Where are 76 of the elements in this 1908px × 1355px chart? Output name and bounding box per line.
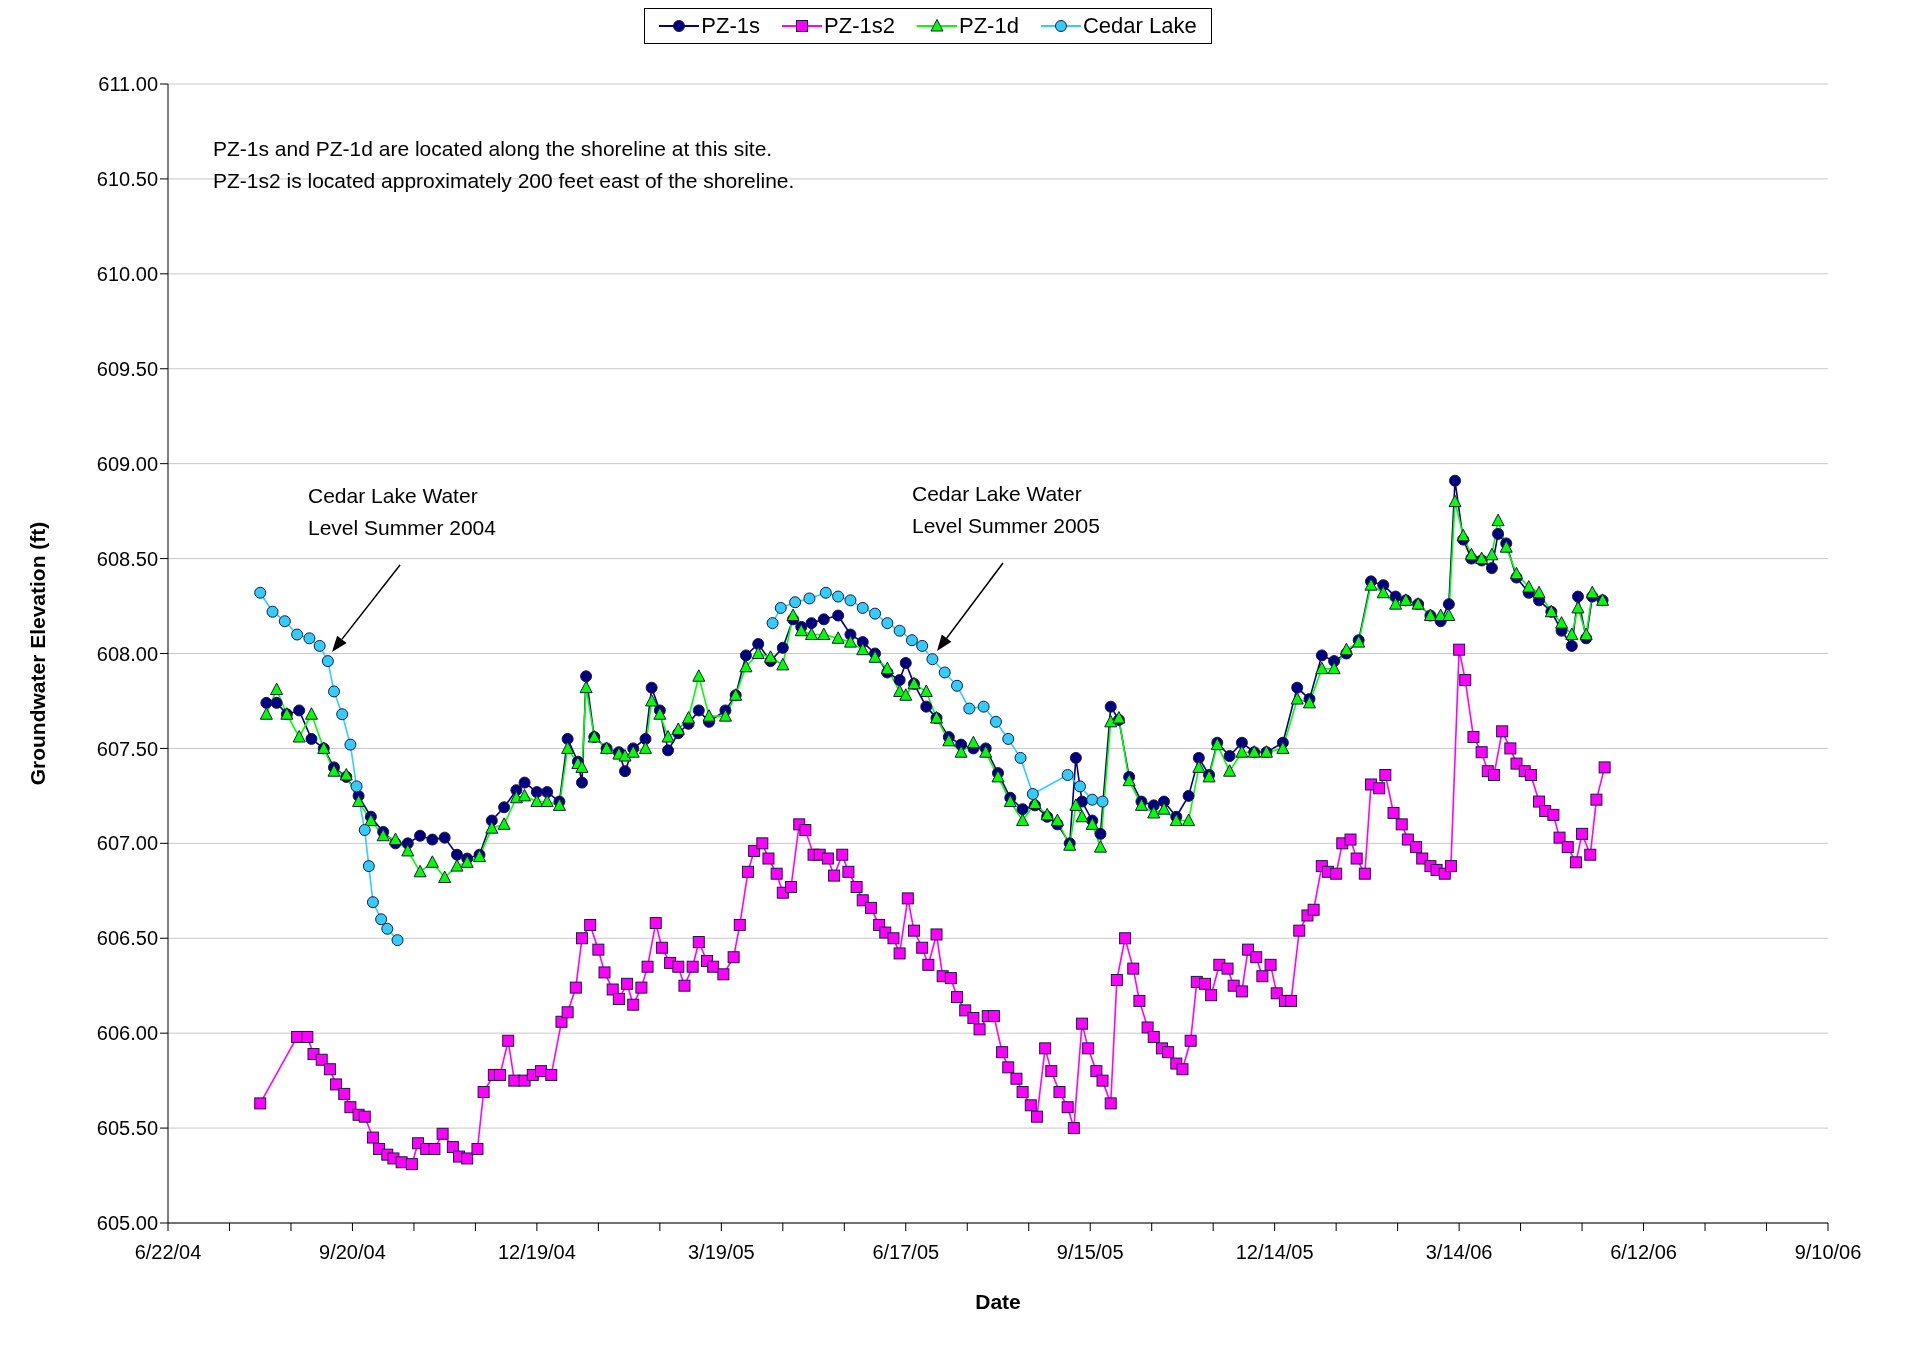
annotation: PZ-1s2 is located approximately 200 feet east of the shoreline. [213,168,795,194]
x-tick-label: 9/10/06 [1794,1241,1862,1264]
x-tick-label: 9/15/05 [1056,1241,1124,1264]
y-tick-label: 610.00 [96,262,158,285]
point [844,594,857,607]
annotation: PZ-1s and PZ-1d are located along the shoreline at this site. [213,136,774,162]
y-tick-label: 608.00 [96,642,158,665]
y-tick-label: 609.50 [96,357,158,380]
point [1026,787,1039,800]
point [963,702,976,715]
point [391,934,404,947]
y-tick-label: 605.50 [96,1117,158,1140]
point [951,679,964,692]
point [856,601,869,614]
point [366,896,379,909]
point [819,586,832,599]
annotation: Cedar Lake Water Level Summer 2005 [912,482,1100,537]
point [766,617,779,630]
point [881,617,894,630]
legend-label: Cedar Lake [1082,13,1197,39]
point [1002,732,1015,745]
y-tick-label: 610.50 [96,168,158,191]
legend-label: PZ-1d [958,13,1019,39]
point [789,596,802,609]
point [977,700,990,713]
y-tick-label: 606.50 [96,927,158,950]
point [381,922,394,935]
point [926,653,939,666]
point [1061,768,1074,781]
legend-label: PZ-1s [701,13,761,39]
x-tick-label: 6/12/06 [1610,1241,1677,1264]
point [358,824,371,837]
point [336,708,349,721]
point [254,586,267,599]
annotation: Cedar Lake Water Level Summer 2004 [308,484,497,539]
x-tick-label: 6/17/05 [872,1241,940,1264]
x-tick-label: 12/19/04 [497,1241,576,1264]
point [313,639,326,652]
point [916,639,929,652]
point [328,685,340,698]
point [1073,780,1086,793]
point [278,615,291,628]
point [350,780,363,793]
y-tick-label: 606.00 [96,1022,158,1045]
point [803,592,816,605]
y-tick-label: 607.50 [96,737,158,760]
point [989,715,1002,728]
point [832,590,845,603]
y-tick-label: 611.00 [98,73,158,96]
point [938,666,951,679]
point [1096,795,1109,808]
point [321,655,334,668]
y-tick-label: 608.50 [96,547,158,570]
point [291,628,304,641]
y-tick-label: 605.00 [96,1212,158,1235]
x-tick-label: 9/20/04 [319,1241,386,1264]
point [869,607,882,620]
point [344,738,357,751]
point [1014,751,1027,764]
x-tick-label: 6/22/04 [134,1241,202,1264]
point [893,624,906,637]
point [905,634,918,647]
point [362,860,375,873]
y-tick-label: 609.00 [96,452,158,475]
x-tick-label: 3/19/05 [687,1241,755,1264]
point [266,605,279,618]
point [375,913,388,926]
legend-label: PZ-1s2 [824,13,895,39]
x-tick-label: 12/14/05 [1235,1241,1314,1264]
point [303,632,316,645]
y-tick-label: 607.00 [96,832,158,855]
y-axis-title: Groundwater Elevation (ft) [26,521,50,786]
x-axis-title: Date [975,1290,1021,1313]
x-tick-label: 3/14/06 [1425,1241,1493,1264]
point [1086,793,1099,806]
point [774,601,787,614]
